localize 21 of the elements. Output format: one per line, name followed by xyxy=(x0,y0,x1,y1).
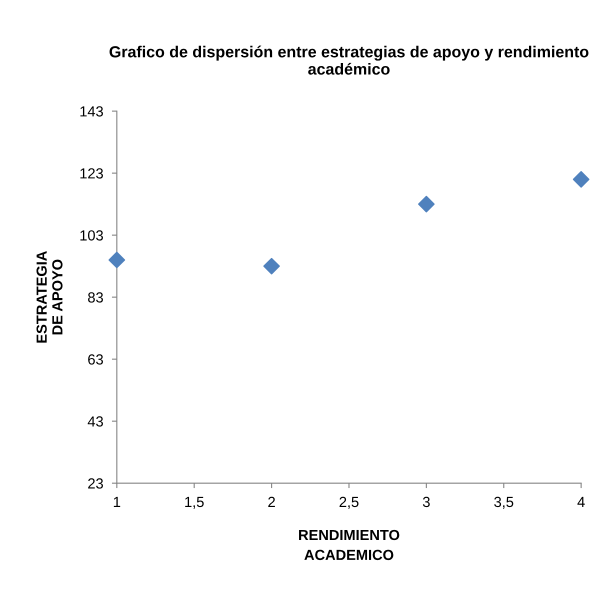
point xyxy=(263,258,280,274)
x-tick-label: 1 xyxy=(114,496,120,507)
x-tick-label: 2 xyxy=(268,496,275,507)
y-tick-label: 123 xyxy=(80,168,103,179)
x-tick-label: 3,5 xyxy=(494,496,514,509)
x-tick-label: 2,5 xyxy=(340,496,359,509)
x-tick-label: 4 xyxy=(577,496,585,507)
x-axis-title: RENDIMIENTO ACADEMICO xyxy=(299,530,400,560)
y-axis-title: ESTRATEGIA DE APOYO xyxy=(36,251,63,343)
y-tick-label: 63 xyxy=(88,354,103,365)
y-tick-label: 103 xyxy=(80,230,103,241)
chart-title: Grafico de dispersión entre estrategias de apoyo y rendimiento académico xyxy=(110,46,588,75)
point xyxy=(418,196,435,212)
y-tick-label: 43 xyxy=(88,416,103,427)
y-tick-label: 83 xyxy=(88,292,103,303)
x-tick-label: 3 xyxy=(422,496,430,508)
y-tick-label: 23 xyxy=(88,478,103,489)
point xyxy=(108,252,126,268)
point xyxy=(572,171,590,188)
x-tick-label: 1,5 xyxy=(185,496,204,509)
y-tick-label: 143 xyxy=(80,106,103,117)
